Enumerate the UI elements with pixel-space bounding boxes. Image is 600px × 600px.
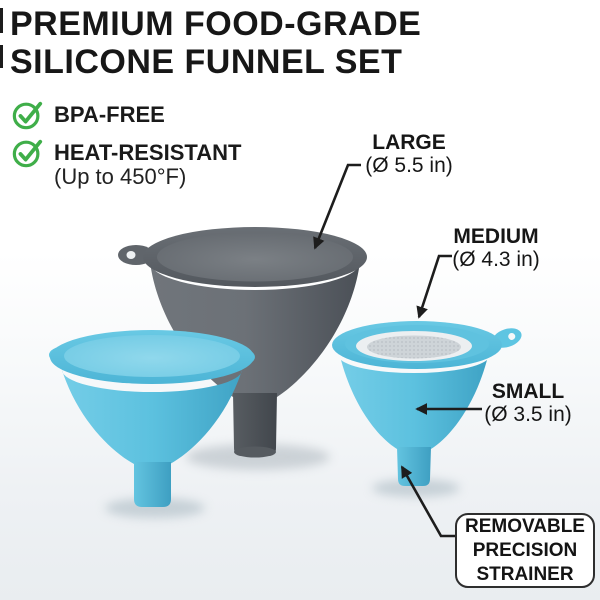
medium-funnel-shadow: [372, 479, 460, 497]
small-funnel-spout: [134, 462, 171, 507]
edge-artifact: [0, 8, 3, 33]
callout-small-dimension: (Ø 3.5 in): [484, 403, 572, 426]
large-funnel-spout-end: [234, 446, 276, 458]
title-line-2: SILICONE FUNNEL SET: [10, 43, 403, 81]
medium-funnel-cone: [341, 360, 487, 449]
feature-sublabel: (Up to 450°F): [54, 164, 187, 189]
callout-small-label: SMALL: [491, 380, 565, 403]
strainer-mesh: [367, 335, 461, 359]
small-funnel-bowl: [64, 335, 240, 377]
small-funnel: [49, 330, 255, 507]
edge-artifact: [0, 45, 3, 68]
page-title: PREMIUM FOOD-GRADE SILICONE FUNNEL SET: [10, 5, 421, 81]
strainer-insert: [356, 331, 472, 361]
small-funnel-cone: [62, 370, 242, 464]
medium-funnel-spout: [397, 447, 431, 486]
large-funnel-spout: [233, 393, 277, 456]
strainer-callout-arrow: [400, 465, 456, 538]
strainer-box-line-2: PRECISION: [472, 539, 578, 561]
callout-arrows: [313, 163, 482, 538]
feature-heat-resistant: HEAT-RESISTANT (Up to 450°F): [12, 137, 242, 189]
callout-medium-dimension: (Ø 4.3 in): [452, 248, 540, 271]
check-circle-icon: [12, 137, 44, 169]
callout-medium-label: MEDIUM: [453, 225, 539, 248]
feature-bpa-free: BPA-FREE: [12, 99, 241, 131]
callout-large-label: LARGE: [372, 131, 446, 154]
feature-label: BPA-FREE: [54, 102, 165, 127]
strainer-callout-box: REMOVABLE PRECISION STRAINER: [455, 513, 595, 588]
strainer-box-line-1: REMOVABLE: [465, 515, 585, 537]
medium-callout-arrow: [416, 254, 452, 319]
small-funnel-shadow: [105, 498, 205, 518]
callout-small: SMALL (Ø 3.5 in): [443, 380, 600, 426]
callout-large: LARGE (Ø 5.5 in): [324, 131, 494, 177]
large-funnel-bowl: [157, 232, 353, 282]
check-circle-icon: [12, 99, 44, 131]
feature-list: BPA-FREE HEAT-RESISTANT (Up to 450°F): [12, 99, 242, 189]
title-line-1: PREMIUM FOOD-GRADE: [10, 5, 422, 43]
callout-medium: MEDIUM (Ø 4.3 in): [411, 225, 581, 271]
large-callout-arrow: [313, 163, 361, 250]
strainer-box-line-3: STRAINER: [476, 563, 574, 585]
large-funnel-tab-hole: [126, 251, 136, 259]
feature-label: HEAT-RESISTANT: [54, 140, 242, 165]
medium-funnel: [332, 321, 522, 486]
callout-large-dimension: (Ø 5.5 in): [365, 154, 453, 177]
